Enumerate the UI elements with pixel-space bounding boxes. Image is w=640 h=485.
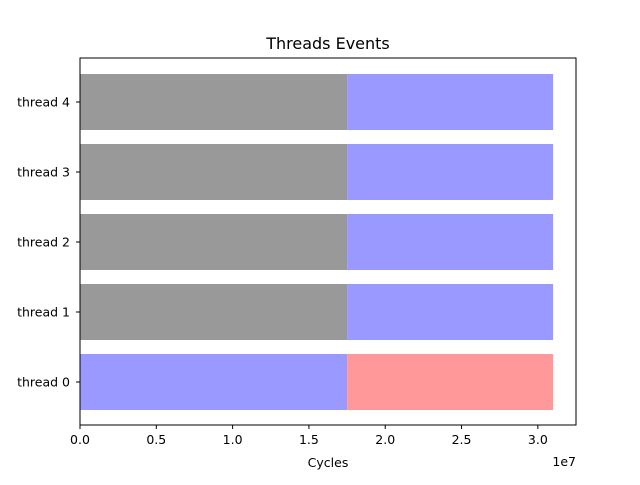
- bar-thread-4-segment-9: [347, 74, 554, 130]
- x-tick-label-0: 0.0: [70, 432, 90, 447]
- bar-thread-0-segment-0: [80, 354, 348, 410]
- y-tick-label-thread-0: thread 0: [17, 375, 70, 390]
- bar-thread-1-segment-2: [80, 284, 348, 340]
- x-tick-label-6: 3.0: [528, 432, 548, 447]
- bar-thread-0-segment-1: [347, 354, 554, 410]
- x-tick-label-3: 1.5: [299, 432, 319, 447]
- x-axis-label: Cycles: [308, 455, 349, 470]
- x-tick-label-4: 2.0: [375, 432, 395, 447]
- x-tick-label-1: 0.5: [146, 432, 166, 447]
- bar-thread-3-segment-6: [80, 144, 348, 200]
- x-axis-offset-label: 1e7: [552, 454, 576, 469]
- bar-thread-2-segment-5: [347, 214, 554, 270]
- bar-thread-1-segment-3: [347, 284, 554, 340]
- bar-thread-4-segment-8: [80, 74, 348, 130]
- x-tick-label-5: 2.5: [452, 432, 472, 447]
- plot-frame: [79, 57, 577, 426]
- bar-thread-3-segment-7: [347, 144, 554, 200]
- y-tick-label-thread-1: thread 1: [17, 305, 70, 320]
- bar-thread-2-segment-4: [80, 214, 348, 270]
- y-tick-label-thread-4: thread 4: [17, 95, 70, 110]
- y-tick-label-thread-3: thread 3: [17, 165, 70, 180]
- y-axis-ticks: thread 0 thread 1 thread 2 thread 3 thread 4: [17, 95, 80, 390]
- x-axis-ticks: 0.0 0.5 1.0 1.5 2.0 2.5 3.0: [70, 425, 548, 447]
- x-tick-label-2: 1.0: [223, 432, 243, 447]
- y-tick-label-thread-2: thread 2: [17, 235, 70, 250]
- bar-segments: [80, 74, 554, 410]
- chart-title: Threads Events: [265, 34, 390, 53]
